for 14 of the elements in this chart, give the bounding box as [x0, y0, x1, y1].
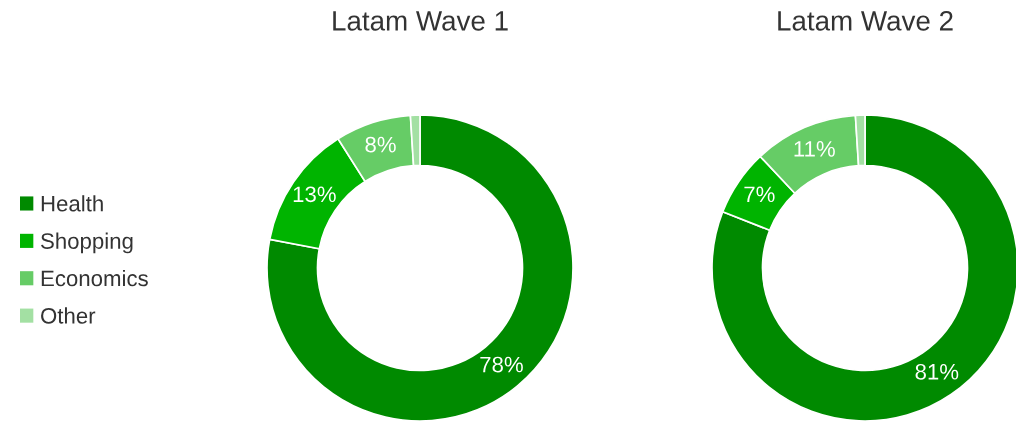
donut-slice — [266, 114, 574, 422]
legend-label: Other — [41, 307, 96, 324]
legend-label: Economics — [41, 269, 148, 287]
data-label: 7% — [744, 186, 775, 203]
chart-title: Latam Wave 1 — [333, 11, 508, 31]
legend-label: Health — [41, 195, 103, 212]
donut-slice — [711, 114, 1016, 422]
data-label: 8% — [365, 136, 396, 153]
data-label: 13% — [293, 186, 336, 203]
data-label: 11% — [794, 141, 835, 157]
chart-title: Latam Wave 2 — [778, 10, 953, 31]
data-label: 81% — [915, 363, 959, 380]
legend-label: Shopping — [41, 232, 133, 254]
data-label: 78% — [480, 356, 523, 373]
